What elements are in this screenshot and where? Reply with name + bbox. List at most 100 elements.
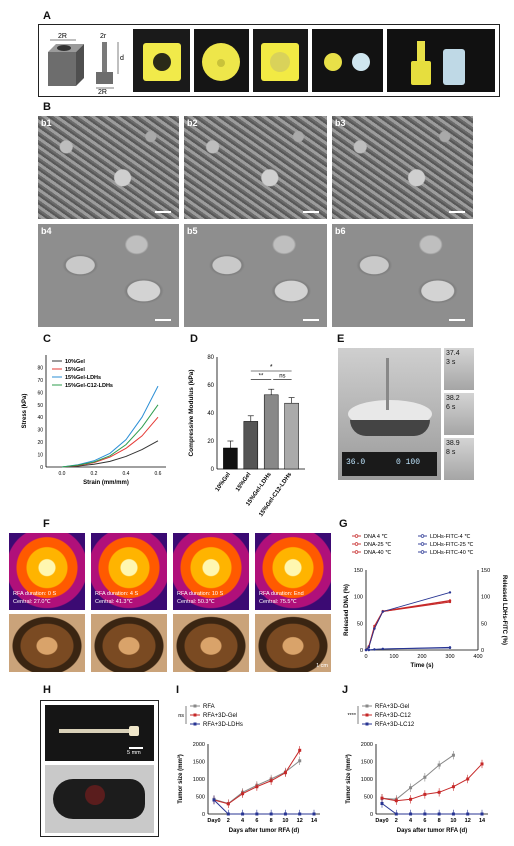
y-tick-label: 60 — [207, 383, 214, 389]
photo-rheometer: 36.0 0 100 — [338, 348, 441, 480]
panel-label-d: D — [190, 333, 198, 345]
data-point — [451, 753, 455, 757]
chart-compressive-modulus: 0 20 40 60 80 Compressive Modulus (kPa) 10%Gel… — [188, 355, 305, 518]
data-point — [380, 796, 384, 800]
x-tick-label: 8 — [270, 818, 273, 824]
scale-bar — [449, 319, 465, 321]
x-tick-label: 10 — [282, 818, 288, 824]
thermal-central-0: Central: 27.0℃ — [13, 599, 51, 605]
photo-implant: 5 mm — [45, 705, 154, 761]
bowl-photo-2 — [91, 614, 167, 672]
sem-label-b2: b2 — [187, 118, 198, 128]
y-tick-label: 80 — [37, 365, 43, 371]
y-tick-label: 100 — [354, 595, 363, 601]
panel-label-f: F — [43, 518, 50, 530]
y-tick-label: 1500 — [361, 760, 373, 766]
thermal-duration-2: RFA duration: 10 S — [177, 591, 224, 597]
readout-time-1: 3 s — [446, 359, 456, 366]
data-point — [423, 792, 427, 796]
series-line-1 — [381, 763, 483, 802]
legend-label: RFA — [203, 704, 215, 710]
x-tick-label: 15%Gel — [235, 471, 253, 492]
legend-label: RFA+3D-Gel — [203, 713, 237, 719]
scale-bar — [449, 211, 465, 213]
legend-marker — [365, 713, 369, 717]
data-point — [269, 779, 273, 783]
x-tick-label: 12 — [465, 818, 471, 824]
y-tick-label: 80 — [207, 355, 214, 361]
y-tick-label: 1000 — [361, 777, 373, 783]
y-tick-label: 40 — [37, 415, 43, 421]
scale-bar — [155, 319, 171, 321]
data-point — [380, 802, 384, 805]
data-point — [373, 648, 376, 651]
thermometer-display: 36.0 0 100 — [342, 452, 437, 476]
series-line-1 — [213, 750, 301, 805]
sem-label-b4: b4 — [41, 226, 52, 236]
series-line-3 — [61, 404, 159, 468]
thermal-image-0s: RFA duration: 0 S Central: 27.0℃ — [9, 533, 85, 610]
data-point — [466, 812, 470, 816]
data-point — [298, 759, 302, 763]
data-point — [480, 812, 484, 816]
series-line-0 — [61, 440, 159, 468]
y-tick-label: 1500 — [193, 760, 205, 766]
x-tick-label: 400 — [473, 654, 482, 660]
panel-label-g: G — [339, 518, 348, 530]
data-point — [480, 762, 484, 766]
x-tick-label: 2 — [395, 818, 398, 824]
data-point — [283, 812, 287, 816]
legend-label: DNA-40 ℃ — [364, 550, 392, 556]
y-axis-label: Compressive Modulus (kPa) — [188, 369, 195, 456]
readout-time-3: 8 s — [446, 449, 456, 456]
y-tick-label: 1000 — [193, 777, 205, 783]
x-tick-label: 10%Gel — [215, 471, 233, 492]
data-point — [298, 812, 302, 816]
x-tick-label: 0.0 — [59, 471, 66, 477]
legend-label: 10%Gel — [65, 359, 85, 365]
photo-mold-square — [133, 29, 190, 92]
thermal-central-1: Central: 41.3℃ — [95, 599, 133, 605]
photo-mold-with-gel — [253, 29, 308, 92]
sem-image-b6: b6 — [332, 224, 473, 327]
x-tick-label: 10 — [450, 818, 456, 824]
sem-label-b3: b3 — [335, 118, 346, 128]
label-d: d — [120, 55, 124, 62]
y-tick-label-right: 50 — [481, 621, 487, 627]
scale-label: 1 cm — [316, 663, 328, 669]
data-point — [466, 777, 470, 781]
x-tick-label: 2 — [227, 818, 230, 824]
y-tick-label: 0 — [211, 467, 215, 473]
y-tick-label: 0 — [202, 812, 205, 818]
sig-annotation: **** — [347, 713, 356, 719]
x-axis-label: Days after tumor RFA (d) — [229, 828, 299, 834]
label-base-2R: 2R — [98, 89, 107, 94]
chart-tumor-size-j: 0 500 1000 1500 2000 Day0 2 4 6 8 10 12 14 Days after… — [345, 704, 488, 834]
x-tick-label: 0 — [364, 654, 367, 660]
legend-marker — [193, 722, 197, 726]
data-point — [226, 812, 230, 816]
data-point — [448, 591, 452, 594]
x-tick-label: 4 — [241, 818, 245, 824]
legend-marker — [354, 534, 359, 538]
bar-1 — [243, 421, 259, 470]
data-point — [409, 797, 413, 801]
data-point — [448, 646, 452, 649]
x-tick-label: 6 — [423, 818, 426, 824]
legend-label: LDHs-FITC-4 ℃ — [430, 534, 471, 540]
readout-temp-3: 38.9 — [446, 440, 460, 447]
y-tick-label: 150 — [354, 568, 363, 574]
legend-marker — [420, 542, 425, 546]
y-tick-label: 50 — [357, 621, 363, 627]
data-point — [283, 771, 287, 775]
thermal-central-2: Central: 50.3℃ — [177, 599, 215, 605]
thermal-image-end: RFA duration: End Central: 75.5℃ — [255, 533, 331, 610]
y-tick-label: 0 — [360, 648, 363, 654]
x-tick-label: 14 — [311, 818, 318, 824]
sig-double-star: ** — [259, 373, 264, 379]
series-line-2 — [213, 799, 314, 815]
x-tick-label: 4 — [409, 818, 413, 824]
x-tick-label: 100 — [389, 654, 398, 660]
thermal-image-10s: RFA duration: 10 S Central: 50.3℃ — [173, 533, 249, 610]
label-2r: 2r — [100, 33, 107, 40]
